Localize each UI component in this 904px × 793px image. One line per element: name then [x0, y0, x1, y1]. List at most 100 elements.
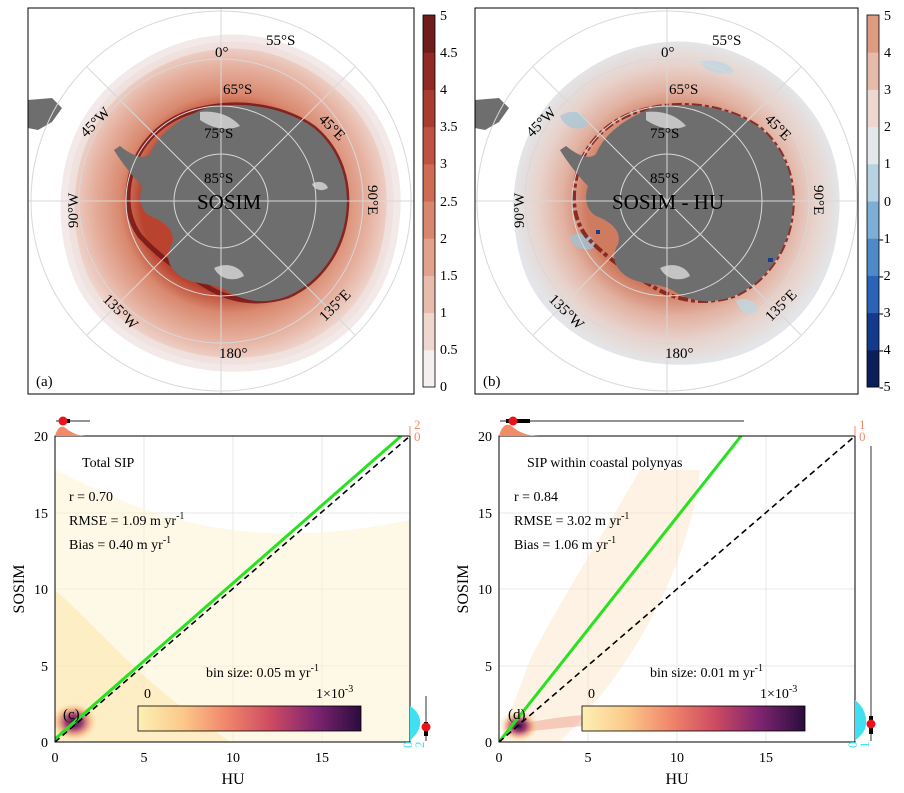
colorbar-swatch	[867, 126, 879, 165]
bin-size-d: bin size: 0.01 m yr-1	[650, 663, 763, 681]
colorbar-swatch	[867, 163, 879, 202]
lat-label: 55°S	[712, 33, 741, 49]
y-tick: 5	[485, 660, 492, 675]
negative-patch	[736, 298, 757, 315]
map-b-frame	[474, 7, 859, 395]
fit-line-c	[55, 436, 403, 741]
stat-r-d: r = 0.84	[514, 490, 558, 505]
colorbar-tick: 1	[440, 306, 447, 321]
y-tick: 5	[41, 660, 48, 675]
lat-label: 75°S	[650, 126, 679, 142]
negative-patch	[700, 60, 734, 74]
point-cloud-d	[499, 470, 700, 742]
colorbar-swatch	[867, 15, 879, 53]
lon-label: 90°W	[512, 192, 528, 228]
stat-bias-d-text: Bias = 1.06 m yr	[514, 538, 608, 553]
lon-label: 90°E	[810, 185, 826, 215]
stat-bias-c-exp: -1	[163, 535, 171, 546]
map-a-center-label: SOSIM	[197, 190, 262, 214]
stat-bias-c-text: Bias = 0.40 m yr	[69, 538, 163, 553]
lat-labels-b: 55°S 65°S 75°S 85°S	[650, 33, 741, 187]
fit-line-d	[499, 436, 743, 742]
stat-r-c: r = 0.70	[69, 490, 113, 505]
stat-rmse-d-text: RMSE = 3.02 m yr	[514, 514, 621, 529]
bin-size-d-exp: -1	[755, 663, 763, 674]
colorbar-swatch	[423, 238, 435, 276]
colorbar-swatch	[423, 201, 435, 239]
colorbar-swatch	[423, 349, 435, 388]
right-hist-tick: 1	[857, 742, 872, 749]
top-median-dot-d	[508, 416, 518, 426]
scatter-c-frame	[54, 435, 411, 743]
stat-rmse-c: RMSE = 1.09 m yr-1	[69, 511, 184, 529]
panel-label-a: (a)	[36, 374, 53, 390]
south-america-tip-b	[475, 98, 509, 130]
lat-labels-a: 55°S 65°S 75°S 85°S	[204, 33, 295, 187]
density-max-d-exp: -3	[789, 684, 797, 695]
lon-label: 90°E	[364, 185, 380, 215]
panel-label-b: (b)	[483, 374, 501, 390]
colorbar-swatch	[423, 163, 435, 202]
x-axis-label-c: HU	[221, 771, 245, 788]
x-tick: 15	[759, 751, 773, 766]
scatter-panel-d: SIP within coastal polynyas r = 0.84 RMS…	[455, 416, 876, 788]
right-histogram-c	[410, 706, 421, 742]
bin-size-c: bin size: 0.05 m yr-1	[206, 663, 319, 681]
map-panel-a: 55°S 65°S 75°S 85°S 0° 45°E 90°E 135°E 1…	[27, 7, 415, 395]
x-axis-label-d: HU	[665, 771, 689, 788]
panel-label-c: (c)	[63, 707, 80, 723]
point-cloud-c	[55, 470, 410, 742]
colorbar-tick: 2	[440, 232, 447, 247]
scatter-c-title: Total SIP	[82, 456, 135, 471]
x-tick: 0	[496, 751, 503, 766]
scatter-d-frame	[498, 435, 856, 743]
map-b-center-label: SOSIM - HU	[612, 190, 724, 214]
bin-size-c-text: bin size: 0.05 m yr	[206, 666, 311, 681]
ross-ice-shelf-a	[200, 111, 240, 129]
colorbar-a-ticks: 5 4.5 4 3.5 3 2.5 2 1.5 1 0.5 0	[440, 9, 458, 395]
top-hist-tick: 1	[859, 417, 866, 432]
top-hist-tick: 0	[859, 429, 866, 444]
density-min-c: 0	[144, 687, 151, 702]
y-axis-label-c: SOSIM	[11, 565, 28, 614]
density-max-c-text: 1×10	[316, 687, 345, 702]
bin-size-c-exp: -1	[311, 663, 319, 674]
colorbar-swatch	[423, 15, 435, 53]
y-tick: 15	[478, 507, 492, 522]
colorbar-swatch	[867, 52, 879, 90]
colorbar-b-swatches	[867, 15, 879, 388]
right-hist-tick: 0	[400, 742, 415, 749]
colorbar-tick: 1.5	[440, 269, 458, 284]
colorbar-a: 5 4.5 4 3.5 3 2.5 2 1.5 1 0.5 0	[422, 9, 458, 395]
antarctica-a	[114, 104, 347, 302]
x-tick: 10	[226, 751, 240, 766]
map-a-frame	[27, 7, 415, 395]
colorbar-tick: 1	[884, 157, 891, 172]
colorbar-tick: 4.5	[440, 46, 458, 61]
bin-size-d-text: bin size: 0.01 m yr	[650, 666, 755, 681]
one-to-one-line-d	[499, 436, 855, 742]
right-hist-tick: 0	[845, 742, 860, 749]
scatter-panel-c: Total SIP r = 0.70 RMSE = 1.09 m yr-1 Bi…	[11, 416, 431, 788]
density-min-d: 0	[588, 687, 595, 702]
lon-label: 90°W	[66, 192, 82, 228]
colorbar-tick: 0	[440, 380, 447, 395]
density-max-c-exp: -3	[345, 684, 353, 695]
right-hist-tick: 2	[412, 742, 427, 749]
one-to-one-line-c	[55, 436, 410, 742]
amery-ice-shelf-a	[312, 181, 328, 191]
colorbar-tick: -4	[879, 343, 891, 358]
colorbar-tick: 5	[884, 9, 891, 24]
colorbar-tick: 4	[884, 46, 891, 61]
density-max-d: 1×10-3	[760, 684, 797, 702]
blue-coastal-dot	[768, 258, 773, 262]
blue-coastal-dot	[596, 230, 600, 234]
density-max-d-text: 1×10	[760, 687, 789, 702]
colorbar-swatch	[423, 52, 435, 90]
stat-bias-d-exp: -1	[608, 535, 616, 546]
lat-label: 75°S	[204, 126, 233, 142]
x-tick: 5	[141, 751, 148, 766]
x-ticks-d: 0 5 10 15	[496, 751, 774, 766]
colorbar-tick: 4	[440, 83, 447, 98]
right-histogram-d	[855, 700, 867, 742]
